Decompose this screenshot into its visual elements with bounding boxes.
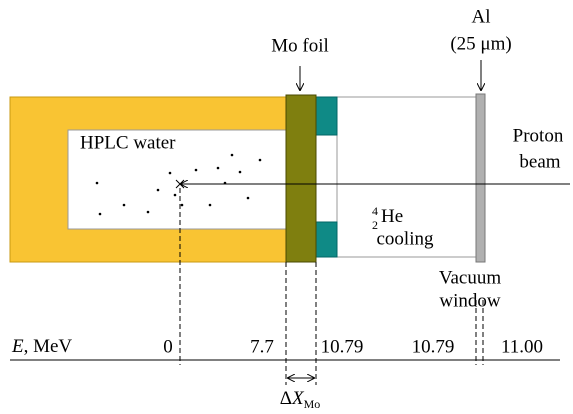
energy-value: 10.79: [321, 336, 364, 357]
energy-value: 0: [163, 336, 173, 357]
label: Proton: [513, 125, 564, 146]
element: He: [381, 206, 403, 227]
water-cavity: [67, 129, 289, 230]
label: Vacuum: [439, 267, 501, 288]
mo-foil: [285, 94, 317, 263]
label: HPLC water: [80, 132, 176, 153]
label: ΔXMo: [280, 388, 321, 410]
unit: , MeV: [24, 336, 73, 357]
subscript: Mo: [304, 397, 321, 411]
superscript: 4: [372, 204, 378, 218]
subscript: 2: [372, 218, 378, 232]
guides: [179, 188, 484, 385]
label: beam: [519, 151, 560, 172]
helium-chamber: [336, 96, 477, 258]
label: Al: [472, 6, 491, 27]
label: 4 2 He: [372, 204, 403, 232]
seal-bottom: [315, 221, 338, 258]
energy-value: 7.7: [250, 336, 274, 357]
label: window: [439, 290, 501, 311]
seal-top: [315, 96, 338, 136]
energy-value: 11.00: [501, 336, 543, 357]
label: cooling: [377, 228, 434, 249]
energy-value: 10.79: [412, 336, 455, 357]
symbol: X: [291, 388, 305, 409]
label: (25 μm): [450, 33, 511, 54]
stop-point: [175, 179, 185, 189]
axis-label: E, MeV: [11, 336, 72, 357]
symbol: E: [11, 336, 24, 357]
label: Mo foil: [271, 35, 329, 56]
al-window: [475, 93, 486, 263]
delta: Δ: [280, 388, 292, 409]
